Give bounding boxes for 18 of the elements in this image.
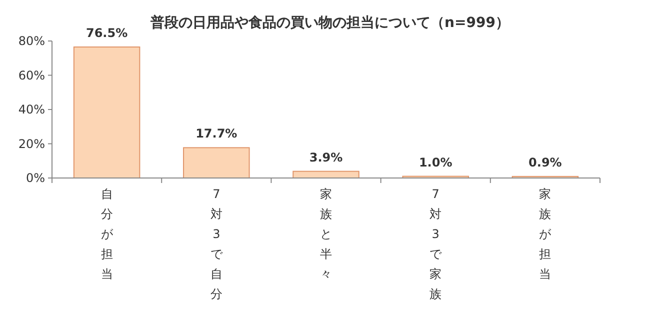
data-label: 3.9% [309,150,343,164]
chart-title: 普段の日用品や食品の買い物の担当について（n=999） [150,14,510,31]
x-tick-label: 7対3で自分 [210,187,224,301]
y-tick-label: 60% [18,68,45,82]
bar [73,46,140,178]
x-tick-label: 家族と半々 [320,187,332,281]
x-tick-label: 自分が担当 [100,187,114,281]
y-tick-label: 40% [18,102,45,116]
y-tick-label: 0% [26,171,45,185]
data-label: 17.7% [196,126,238,141]
data-label: 0.9% [528,155,562,170]
bar [183,147,250,178]
data-label: 76.5% [86,26,128,40]
y-tick-label: 20% [18,136,45,151]
data-label: 1.0% [418,155,452,170]
x-tick-label: 家族が担当 [539,187,552,281]
x-tick-label: 7対3で家族 [430,187,443,301]
y-tick-label: 80% [18,34,45,48]
